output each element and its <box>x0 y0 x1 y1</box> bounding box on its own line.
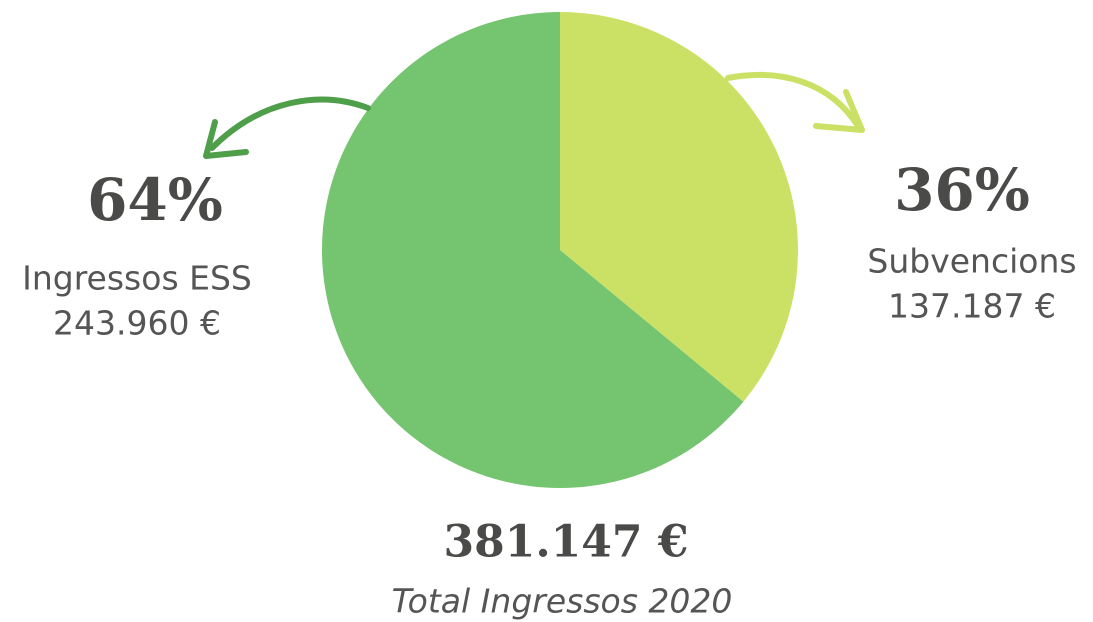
total-label: 381.147 € <box>444 517 689 568</box>
arrow-right-head <box>813 89 865 133</box>
amount-label: 137.187 € <box>888 287 1056 326</box>
subtitle: Total Ingressos 2020 <box>392 582 733 621</box>
percent-label: 36% <box>894 156 1030 224</box>
arrow-right <box>725 71 861 129</box>
category-label: Ingressos ESS <box>22 259 252 298</box>
arrow-left-head <box>203 119 249 159</box>
percent-label: 64% <box>87 166 223 234</box>
pie <box>322 12 798 489</box>
arrow-left <box>209 96 371 151</box>
category-label: Subvencions <box>867 242 1076 281</box>
pie-slice <box>560 12 798 402</box>
pie-slice <box>322 12 744 489</box>
amount-label: 243.960 € <box>53 304 221 343</box>
